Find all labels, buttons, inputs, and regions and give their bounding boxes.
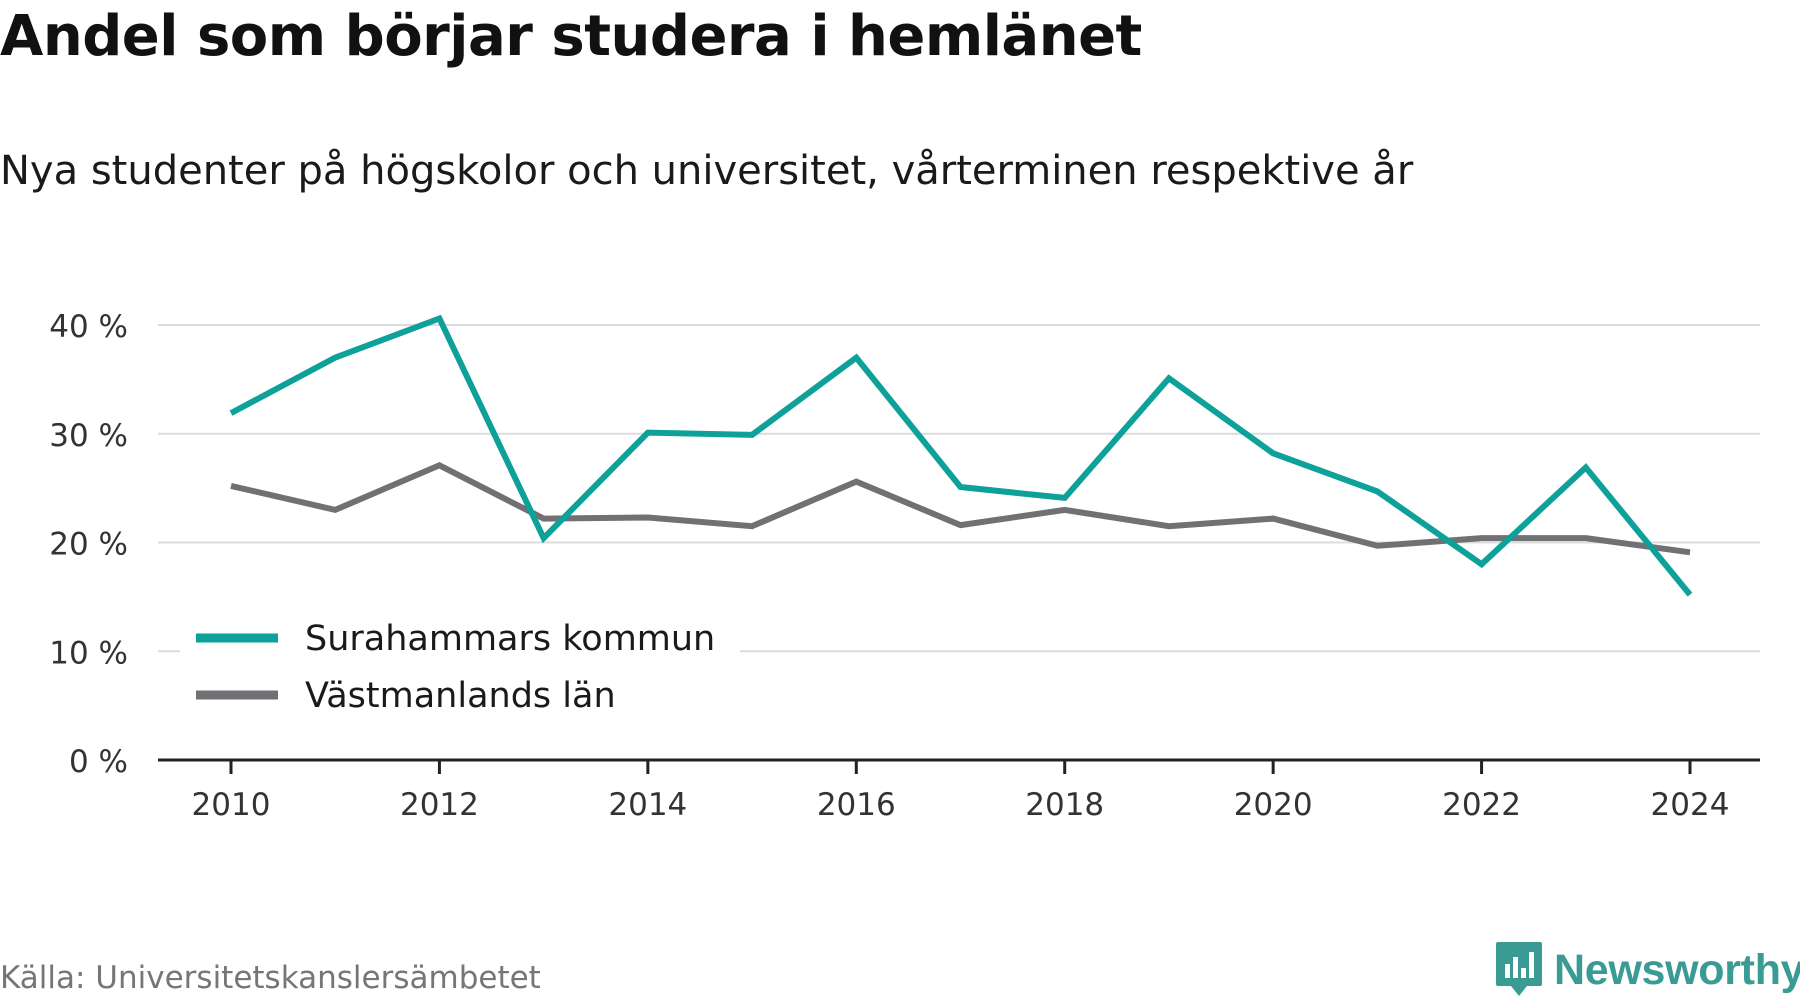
x-tick-label: 2018 [1025, 787, 1104, 823]
y-tick-label: 30 % [49, 418, 128, 454]
brand-logo: Newsworthy [1494, 940, 1800, 1000]
x-tick-label: 2016 [817, 787, 896, 823]
chart-title: Andel som börjar studera i hemlänet [0, 4, 1142, 69]
newsworthy-logo-icon [1496, 942, 1542, 996]
line-chart: 0 % 10 % 20 % 30 % 40 % 2010 2012 2014 2016 2018 2… [49, 309, 1760, 823]
y-tick-label: 10 % [49, 635, 128, 671]
x-tick-label: 2012 [400, 787, 479, 823]
x-tick-label: 2010 [192, 787, 271, 823]
legend-label: Västmanlands län [305, 676, 616, 716]
series-line [230, 461, 1691, 556]
x-tick-label: 2020 [1234, 787, 1313, 823]
y-tick-label: 0 % [69, 744, 128, 780]
y-tick-label: 40 % [49, 309, 128, 345]
y-tick-label: 20 % [49, 527, 128, 563]
legend-label: Surahammars kommun [305, 619, 715, 659]
series-line [229, 314, 1693, 597]
brand-name: Newsworthy [1554, 945, 1800, 994]
x-tick-label: 2022 [1442, 787, 1521, 823]
legend-background [180, 610, 740, 730]
x-tick-label: 2014 [608, 787, 687, 823]
source-note: Källa: Universitetskanslersämbetet [0, 960, 541, 996]
x-tick-label: 2024 [1651, 787, 1730, 823]
chart-subtitle: Nya studenter på högskolor och universit… [0, 148, 1414, 194]
